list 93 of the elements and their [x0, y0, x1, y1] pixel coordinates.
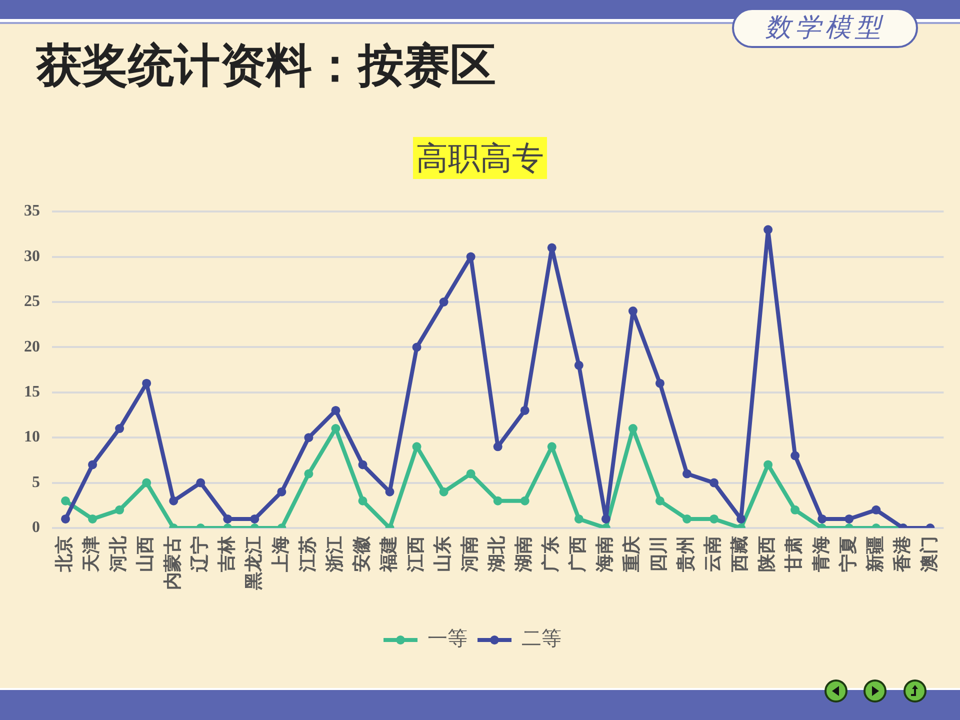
point [358, 496, 368, 506]
x-tick-label: 广东 [540, 536, 562, 573]
x-tick-label: 云南 [702, 536, 724, 572]
x-tick-label: 新疆 [864, 536, 886, 573]
point [520, 406, 530, 415]
point [385, 487, 394, 496]
point [142, 478, 152, 488]
point [547, 243, 556, 252]
x-tick-label: 山西 [135, 536, 156, 572]
point [277, 487, 286, 496]
x-tick-label: 辽宁 [189, 536, 210, 573]
y-tick-label: 30 [24, 248, 40, 265]
text: 数学模型 [732, 8, 918, 48]
x-tick-label: 香港 [892, 535, 913, 573]
point [412, 342, 422, 352]
point [872, 505, 881, 514]
point [601, 514, 610, 524]
x-tick-label: 海南 [594, 536, 616, 573]
point [790, 451, 800, 460]
point [115, 505, 124, 514]
x-tick-label: 甘肃 [784, 536, 805, 573]
point [844, 514, 854, 524]
x-tick-label: 贵州 [676, 536, 697, 573]
point [790, 505, 800, 514]
point [88, 514, 98, 524]
point [439, 298, 448, 306]
point [574, 360, 584, 370]
x-tick-label: 江苏 [297, 536, 318, 573]
y-tick-label: 20 [24, 338, 40, 356]
point [710, 478, 719, 488]
x-tick-label: 湖南 [514, 536, 535, 573]
y-tick-label: 10 [24, 428, 40, 446]
point [61, 496, 70, 506]
point [331, 406, 340, 415]
point [358, 460, 368, 470]
chart-title: 获奖统计资料：按赛区 [36, 38, 496, 92]
point [142, 378, 152, 388]
point [169, 496, 178, 506]
x-tick-label: 西藏 [730, 536, 751, 573]
x-tick-label: 黑龙江 [243, 536, 264, 591]
x-tick-label: 陕西 [756, 536, 778, 572]
y-tick-label: 35 [24, 202, 40, 220]
x-tick-label: 天津 [81, 536, 102, 573]
point [196, 478, 206, 488]
point [682, 469, 692, 478]
point [304, 433, 314, 442]
point [61, 514, 70, 524]
x-tick-label: 澳门 [918, 536, 940, 573]
x-tick-label: 内蒙古 [162, 536, 184, 590]
x-tick-label: 重庆 [622, 536, 643, 573]
point [493, 442, 502, 452]
point [574, 514, 584, 524]
point [710, 514, 719, 524]
legend-label: 二等 [522, 626, 562, 650]
x-tick-label: 上海 [270, 536, 292, 573]
x-tick-label: 河南 [459, 536, 480, 573]
point [818, 514, 827, 524]
point [736, 514, 746, 524]
x-tick-label: 宁夏 [838, 536, 859, 572]
point [250, 514, 260, 524]
point [223, 514, 232, 524]
point [115, 424, 124, 434]
x-tick-label: 青海 [810, 536, 832, 573]
x-tick-label: 四川 [648, 536, 670, 572]
x-tick-label: 福建 [378, 536, 400, 573]
x-tick-label: 浙江 [324, 536, 346, 573]
point [764, 460, 773, 470]
x-tick-label: 河北 [108, 535, 130, 573]
point [493, 496, 502, 506]
x-tick-label: 湖北 [486, 535, 508, 573]
x-tick-label: 北京 [54, 536, 76, 573]
x-tick-label: 江西 [405, 536, 426, 573]
y-tick-label: 5 [32, 474, 40, 491]
point [466, 252, 476, 262]
y-tick-label: 0 [32, 519, 40, 536]
point [628, 306, 638, 316]
point [88, 460, 98, 470]
y-tick-label: 25 [24, 293, 40, 310]
y-tick-label: 15 [24, 384, 40, 401]
x-tick-label: 安徽 [351, 535, 372, 572]
x-tick-label: 吉林 [216, 535, 238, 573]
point [764, 225, 773, 234]
point [520, 496, 530, 506]
point [655, 378, 664, 388]
point [304, 469, 314, 478]
point [682, 514, 692, 524]
point [655, 496, 664, 506]
point [439, 487, 448, 496]
x-tick-label: 山东 [432, 536, 454, 572]
chart-subtitle: 高职高专 [413, 137, 547, 179]
legend-label: 一等 [428, 626, 468, 650]
x-tick-label: 广西 [568, 536, 589, 573]
point [466, 469, 476, 478]
